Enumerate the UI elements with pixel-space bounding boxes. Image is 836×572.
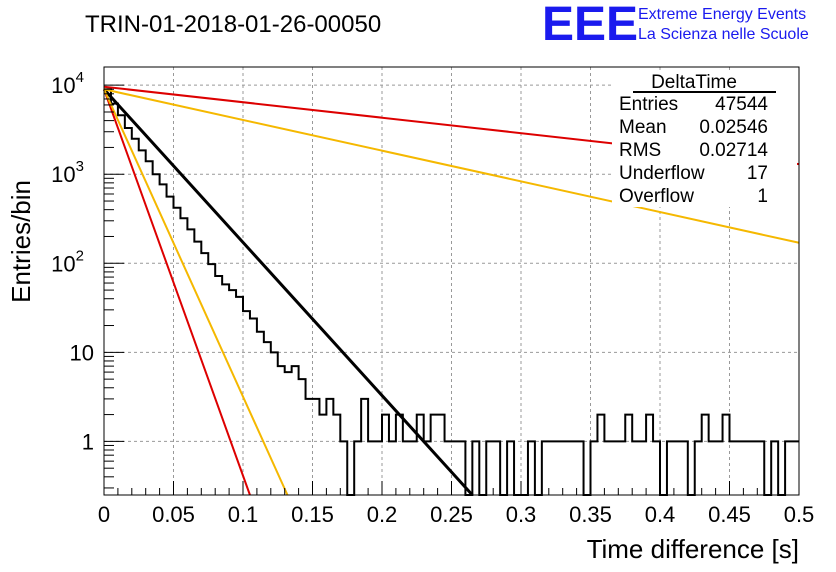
y-tick-label: 10 <box>70 340 94 365</box>
x-tick-label: 0.1 <box>228 502 259 527</box>
stats-title: DeltaTime <box>651 72 737 93</box>
x-tick-label: 0.5 <box>784 502 815 527</box>
fit-curve-1 <box>102 88 474 497</box>
y-tick-label: 104 <box>51 69 84 98</box>
stats-box: DeltaTime Entries 47544 Mean 0.02546 RMS… <box>612 70 797 207</box>
logo-line-1: Extreme Energy Events <box>638 6 806 23</box>
stats-label-mean: Mean <box>619 117 667 138</box>
chart-title: TRIN-01-2018-01-26-00050 <box>85 11 381 38</box>
x-tick-label: 0.35 <box>569 502 612 527</box>
stats-value-overflow: 1 <box>757 186 768 207</box>
x-axis-label: Time difference [s] <box>587 534 799 564</box>
eee-logo: EEE Extreme Energy Events La Scienza nel… <box>542 0 809 51</box>
x-tick-label: 0.15 <box>291 502 334 527</box>
histogram-series <box>104 88 799 496</box>
stats-label-entries: Entries <box>619 94 678 115</box>
fit-curve-2 <box>103 88 251 496</box>
grid <box>104 67 799 495</box>
x-tick-label: 0.2 <box>367 502 398 527</box>
fit-curve-3 <box>103 88 289 496</box>
stats-label-rms: RMS <box>619 140 661 161</box>
x-tick-label: 0 <box>98 502 110 527</box>
logo-mark: EEE <box>542 0 638 51</box>
logo-line-2: La Scienza nelle Scuole <box>638 26 809 43</box>
y-tick-label: 103 <box>51 158 84 187</box>
x-tick-label: 0.25 <box>430 502 473 527</box>
stats-value-mean: 0.02546 <box>699 117 768 138</box>
stats-value-underflow: 17 <box>747 163 768 184</box>
stats-label-overflow: Overflow <box>619 186 694 207</box>
axes: 0 0.05 0.1 0.15 0.2 0.25 0.3 0.35 0.4 0.45 0.5 1 10 1… <box>51 69 814 527</box>
y-tick-label: 102 <box>51 247 84 276</box>
x-tick-label: 0.4 <box>645 502 676 527</box>
x-tick-label: 0.05 <box>152 502 195 527</box>
x-tick-label: 0.3 <box>506 502 537 527</box>
fit-curve-5 <box>103 88 800 244</box>
y-tick-label: 1 <box>82 429 94 454</box>
stats-value-entries: 47544 <box>715 94 768 115</box>
y-axis-label: Entries/bin <box>6 180 36 303</box>
stats-label-underflow: Underflow <box>619 163 705 184</box>
x-tick-label: 0.45 <box>708 502 751 527</box>
stats-value-rms: 0.02714 <box>699 140 768 161</box>
